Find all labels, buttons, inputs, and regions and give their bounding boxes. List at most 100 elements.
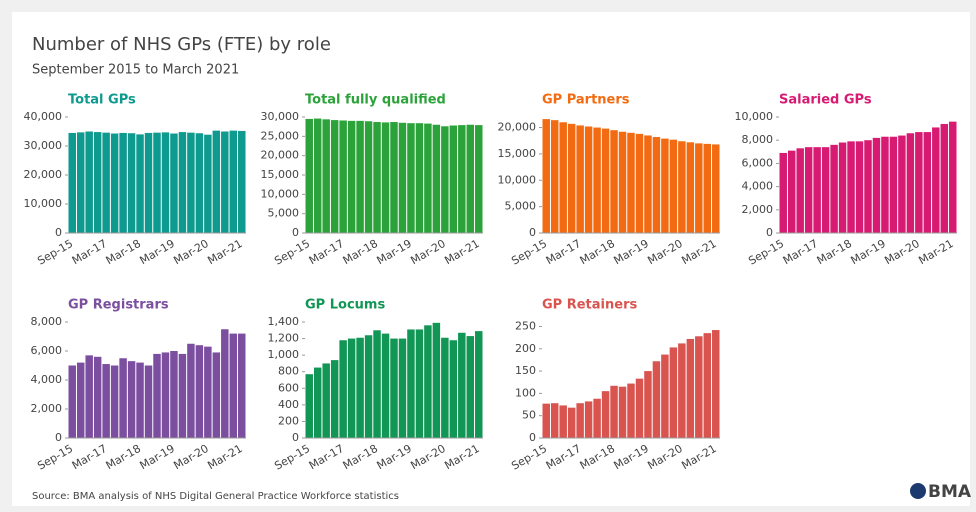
- bar: [686, 338, 695, 438]
- bar: [678, 343, 686, 438]
- bar: [330, 120, 339, 233]
- page-title: Number of NHS GPs (FTE) by role: [32, 34, 331, 55]
- bar: [93, 132, 102, 233]
- bar: [821, 147, 830, 233]
- chart-title: GP Locums: [305, 298, 385, 313]
- bar: [830, 144, 838, 233]
- bar: [940, 123, 949, 233]
- y-tick-label: 5,000: [505, 200, 537, 213]
- bar: [644, 371, 652, 438]
- bar: [796, 148, 804, 233]
- bar: [593, 398, 601, 438]
- bar: [838, 142, 847, 233]
- bar: [424, 123, 432, 233]
- bar: [695, 143, 703, 233]
- bar: [635, 378, 644, 438]
- bar: [635, 133, 644, 233]
- bar: [229, 333, 238, 438]
- bar: [305, 118, 313, 233]
- bar: [110, 133, 119, 233]
- bar: [212, 352, 221, 438]
- bar: [144, 365, 153, 438]
- y-tick-label: 40,000: [24, 110, 63, 123]
- chart-title: GP Partners: [542, 93, 630, 108]
- bar: [458, 125, 466, 233]
- bar: [593, 127, 601, 233]
- y-tick-label: 200: [278, 414, 299, 427]
- bar: [584, 401, 593, 438]
- bar: [559, 122, 567, 233]
- bar: [576, 403, 584, 438]
- bar: [415, 123, 424, 233]
- bar: [898, 135, 906, 233]
- y-tick-label: 10,000: [735, 110, 774, 123]
- bar: [102, 364, 110, 438]
- bar: [390, 338, 398, 438]
- bar: [153, 353, 161, 438]
- bar: [161, 132, 170, 233]
- bar: [915, 132, 923, 233]
- bar: [576, 125, 584, 233]
- y-tick-label: 400: [278, 398, 299, 411]
- bar: [923, 132, 932, 233]
- bar: [305, 374, 313, 438]
- y-tick-label: 100: [515, 386, 536, 399]
- bar: [390, 122, 398, 233]
- bar: [652, 137, 661, 233]
- bar: [313, 367, 322, 438]
- bar: [466, 124, 475, 233]
- bar: [322, 119, 330, 233]
- bar: [373, 330, 381, 438]
- bar: [661, 354, 669, 438]
- bar: [204, 346, 212, 438]
- bar: [356, 120, 364, 233]
- bar: [144, 132, 153, 233]
- bar: [212, 130, 221, 233]
- bar: [381, 333, 390, 438]
- bar: [678, 141, 686, 233]
- bar: [136, 362, 144, 438]
- bar: [170, 351, 178, 438]
- bar: [178, 132, 187, 233]
- y-tick-label: 10,000: [498, 173, 537, 186]
- bar: [415, 329, 424, 438]
- bar: [68, 132, 76, 233]
- bar: [567, 407, 576, 438]
- bar: [847, 141, 855, 233]
- bar: [110, 365, 119, 438]
- y-tick-label: 4,000: [31, 373, 63, 386]
- bar: [381, 122, 390, 233]
- bar: [458, 332, 466, 438]
- bar: [161, 352, 170, 438]
- y-tick-label: 0: [55, 431, 62, 444]
- bar: [669, 139, 678, 233]
- bar: [441, 126, 449, 233]
- bar: [652, 361, 661, 438]
- bar: [542, 119, 550, 233]
- chart-title: Total GPs: [68, 93, 136, 108]
- bar: [127, 133, 136, 233]
- y-tick-label: 25,000: [261, 129, 300, 142]
- y-tick-label: 0: [292, 431, 299, 444]
- chart-title: GP Retainers: [542, 298, 637, 313]
- bar: [949, 121, 957, 233]
- bar: [398, 122, 407, 233]
- bar: [187, 343, 195, 438]
- y-tick-label: 20,000: [498, 121, 537, 134]
- y-tick-label: 8,000: [742, 133, 774, 146]
- bar: [712, 144, 720, 233]
- y-tick-label: 1,200: [268, 332, 300, 345]
- bar: [347, 338, 356, 438]
- y-tick-label: 0: [292, 226, 299, 239]
- y-tick-label: 0: [529, 226, 536, 239]
- bar: [669, 347, 678, 438]
- bar: [889, 136, 898, 233]
- y-tick-label: 2,000: [31, 402, 63, 415]
- bar: [813, 147, 821, 233]
- bar: [229, 130, 238, 233]
- bar: [119, 358, 127, 438]
- bar: [85, 131, 93, 233]
- y-tick-label: 250: [515, 319, 536, 332]
- bar: [703, 143, 712, 233]
- bar: [76, 362, 85, 438]
